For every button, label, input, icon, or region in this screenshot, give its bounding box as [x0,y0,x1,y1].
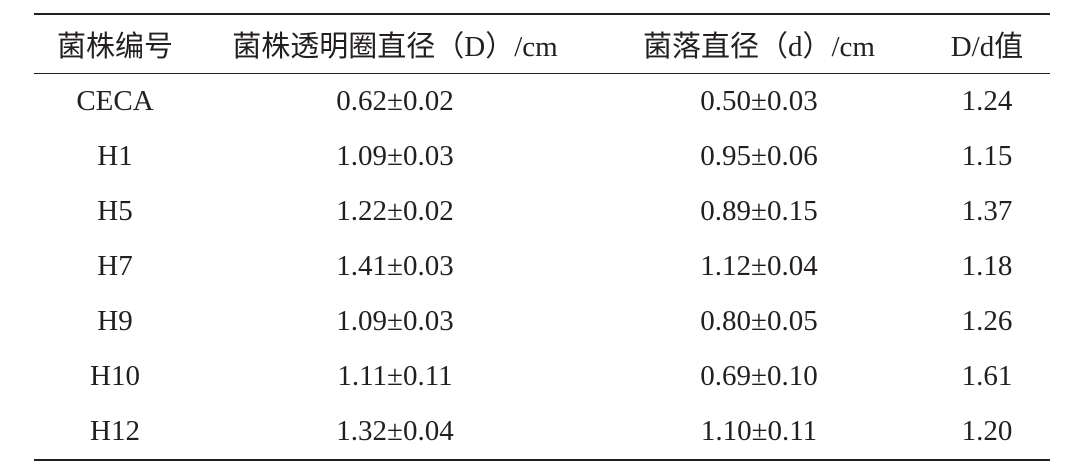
header-row: 菌株编号 菌株透明圈直径（D）/cm 菌落直径（d）/cm D/d值 [34,13,1050,74]
table-cell: 0.62±0.02 [336,85,454,117]
table-cell: H7 [97,250,133,282]
table-cell: CECA [76,85,154,117]
table-cell: 0.80±0.05 [700,305,818,337]
header-cell: 菌落直径（d）/cm [594,13,924,74]
header-cell: 菌株编号 [34,13,196,74]
table-cell: 1.22±0.02 [336,195,454,227]
table-cell: 1.37 [961,195,1013,227]
table-cell: H5 [97,195,133,227]
table-row: H5 1.22±0.02 0.89±0.15 1.37 [34,184,1050,239]
data-table: 菌株编号 菌株透明圈直径（D）/cm 菌落直径（d）/cm D/d值 CECA 0.62… [34,13,1050,461]
table-row: H9 1.09±0.03 0.80±0.05 1.26 [34,294,1050,349]
table-cell: 0.89±0.15 [700,195,818,227]
table-cell: 1.61 [961,360,1013,392]
table-row: H12 1.32±0.04 1.10±0.11 1.20 [34,404,1050,461]
table-cell: 1.20 [924,404,1050,461]
table-body: CECA 0.62±0.02 0.50±0.03 1.24 H1 1.09±0.03 0.9… [34,74,1050,461]
table-cell: 0.50±0.03 [700,85,818,117]
table-container: 菌株编号 菌株透明圈直径（D）/cm 菌落直径（d）/cm D/d值 CECA 0.62… [34,13,1050,461]
table-cell: 1.15 [961,140,1013,172]
table-cell: H9 [97,305,133,337]
table-row: H1 1.09±0.03 0.95±0.06 1.15 [34,129,1050,184]
table-cell: H12 [34,404,196,461]
table-cell: 0.95±0.06 [700,140,818,172]
table-cell: 1.32±0.04 [196,404,594,461]
table-cell: 1.18 [961,250,1013,282]
table-cell: 1.26 [961,305,1013,337]
header-cell: D/d值 [924,13,1050,74]
table-cell: H1 [97,140,133,172]
table-row: H10 1.11±0.11 0.69±0.10 1.61 [34,349,1050,404]
table-cell: 1.12±0.04 [700,250,818,282]
table-row: H7 1.41±0.03 1.12±0.04 1.18 [34,239,1050,294]
table-cell: 1.09±0.03 [336,305,454,337]
table-cell: 1.11±0.11 [337,360,453,392]
table-row: CECA 0.62±0.02 0.50±0.03 1.24 [34,74,1050,130]
table-cell: 1.41±0.03 [336,250,454,282]
table-cell: 0.69±0.10 [700,360,818,392]
header-cell: 菌株透明圈直径（D）/cm [196,13,594,74]
table-cell: H10 [90,360,140,392]
table-cell: 1.10±0.11 [594,404,924,461]
table-cell: 1.24 [961,85,1013,117]
table-cell: 1.09±0.03 [336,140,454,172]
